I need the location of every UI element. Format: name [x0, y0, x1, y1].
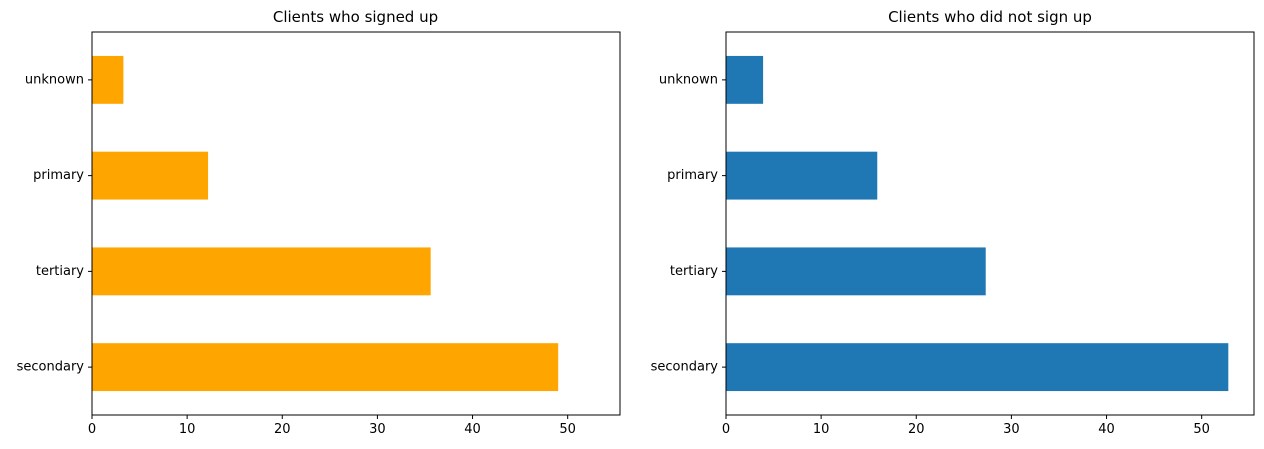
x-tick-label: 30 — [369, 422, 386, 437]
bar-primary — [92, 151, 209, 200]
x-tick-label: 40 — [464, 422, 481, 437]
chart-signed-up: Clients who signed up secondary tertiary p… — [17, 8, 621, 437]
bar-unknown — [726, 55, 764, 104]
x-tick-label: 20 — [274, 422, 291, 437]
x-tick-label: 10 — [179, 422, 196, 437]
y-tick-label: secondary — [651, 360, 719, 375]
x-tick-label: 0 — [88, 422, 96, 437]
y-tick-label: tertiary — [670, 264, 718, 279]
plot-frame — [725, 31, 1255, 416]
bar-primary — [726, 151, 878, 200]
bar-secondary — [726, 343, 1229, 392]
chart-title: Clients who did not sign up — [888, 8, 1092, 26]
x-tick-label: 20 — [908, 422, 925, 437]
plot-frame — [91, 31, 621, 416]
x-tick-label: 0 — [722, 422, 730, 437]
y-tick-label: unknown — [659, 72, 718, 87]
x-tick-label: 10 — [813, 422, 830, 437]
y-tick-label: unknown — [25, 72, 84, 87]
chart-title: Clients who signed up — [273, 8, 438, 26]
x-tick-label: 50 — [559, 422, 576, 437]
y-tick-label: tertiary — [36, 264, 84, 279]
bar-secondary — [92, 343, 559, 392]
x-tick-label: 40 — [1098, 422, 1115, 437]
bar-tertiary — [92, 247, 431, 296]
bar-tertiary — [726, 247, 986, 296]
y-tick-label: primary — [33, 168, 84, 183]
chart-not-signed-up: Clients who did not sign up secondary ter… — [651, 8, 1255, 437]
y-tick-label: primary — [667, 168, 718, 183]
y-tick-label: secondary — [17, 360, 85, 375]
bar-unknown — [92, 55, 124, 104]
x-tick-label: 50 — [1193, 422, 1210, 437]
x-tick-label: 30 — [1003, 422, 1020, 437]
